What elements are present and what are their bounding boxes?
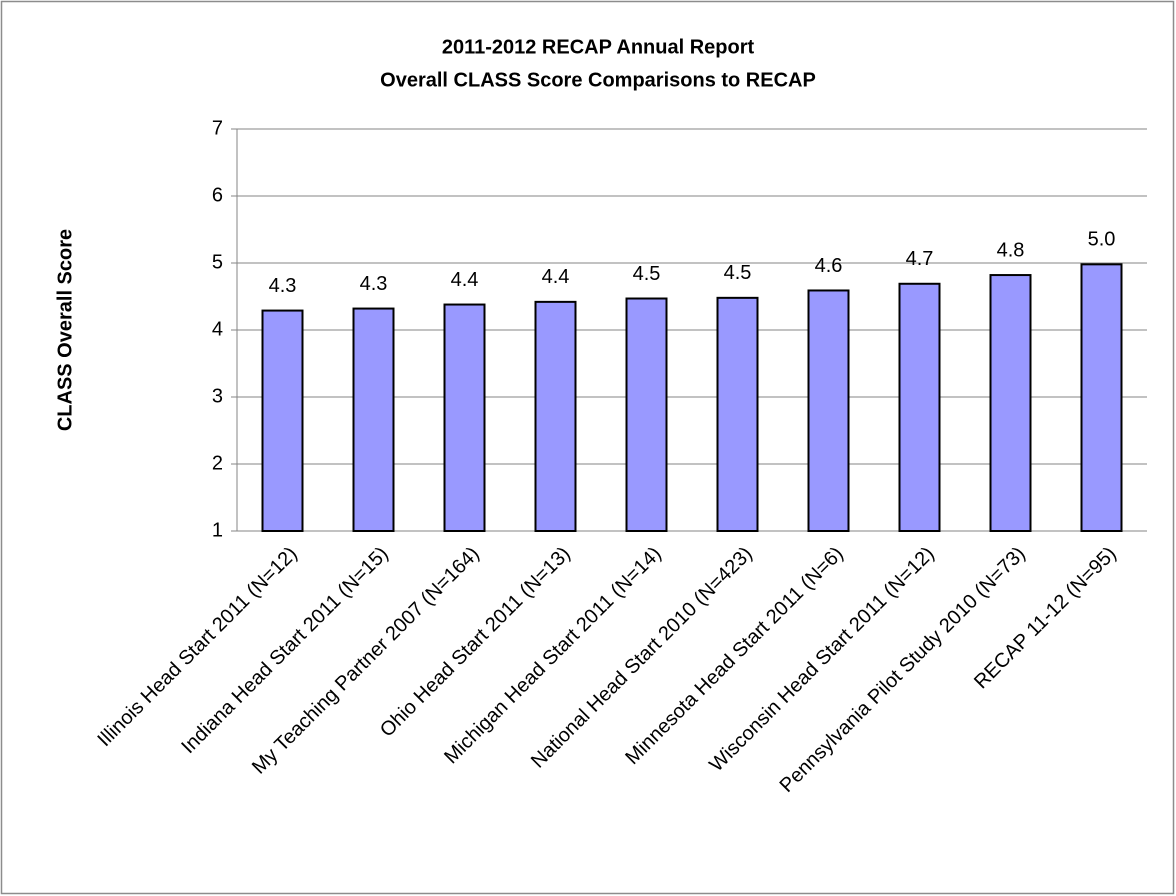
- value-label: 4.5: [724, 262, 752, 284]
- y-tick-label: 2: [212, 452, 223, 474]
- bar: [898, 282, 941, 532]
- value-label: 4.6: [815, 255, 843, 277]
- bar: [261, 309, 304, 532]
- bar: [716, 296, 759, 532]
- value-label: 4.5: [633, 263, 661, 285]
- value-label: 4.3: [360, 273, 388, 295]
- bar: [534, 300, 577, 532]
- value-label: 4.4: [542, 266, 570, 288]
- chart-subtitle: Overall CLASS Score Comparisons to RECAP: [380, 69, 816, 91]
- value-label: 5.0: [1088, 229, 1116, 251]
- value-label: 4.8: [997, 239, 1025, 261]
- bar: [989, 274, 1032, 532]
- value-label: 4.3: [269, 275, 297, 297]
- bar: [352, 307, 395, 532]
- bar: [443, 303, 486, 533]
- y-tick-label: 6: [212, 184, 223, 206]
- y-tick-label: 3: [212, 385, 223, 407]
- bar: [807, 289, 850, 532]
- bar: [625, 297, 668, 533]
- y-tick-label: 5: [212, 251, 223, 273]
- value-label: 4.4: [451, 269, 479, 291]
- y-tick-label: 7: [212, 117, 223, 139]
- chart-title: 2011-2012 RECAP Annual Report: [442, 36, 755, 58]
- y-axis-label: CLASS Overall Score: [54, 229, 76, 431]
- value-label: 4.7: [906, 248, 934, 270]
- bar: [1080, 263, 1123, 532]
- y-tick-label: 4: [212, 318, 223, 340]
- y-tick-label: 1: [212, 519, 223, 541]
